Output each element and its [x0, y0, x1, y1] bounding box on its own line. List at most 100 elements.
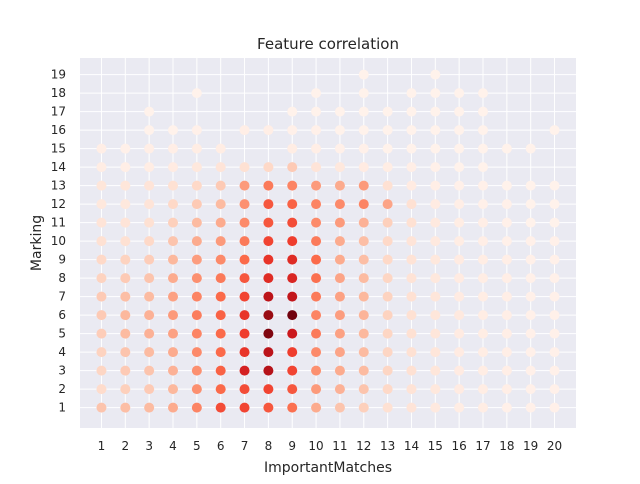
data-point-x19-y11 [525, 217, 536, 228]
x-tick-label: 1 [98, 439, 106, 453]
data-point-x16-y7 [454, 291, 465, 302]
y-tick-label: 19 [51, 68, 66, 82]
data-point-x1-y4 [96, 347, 107, 358]
data-point-x2-y15 [120, 143, 131, 154]
data-point-x17-y1 [478, 402, 488, 413]
data-point-x5-y5 [191, 328, 202, 339]
x-tick-label: 12 [356, 439, 371, 453]
data-point-x17-y2 [478, 384, 488, 395]
data-point-x17-y4 [478, 347, 488, 358]
data-point-x19-y15 [525, 143, 536, 154]
data-point-x10-y17 [311, 106, 322, 117]
data-point-x16-y18 [454, 88, 465, 99]
data-point-x5-y13 [191, 180, 202, 191]
data-point-x5-y2 [191, 384, 202, 395]
data-point-x2-y10 [120, 236, 131, 247]
data-point-x18-y9 [501, 254, 512, 265]
data-point-x9-y9 [287, 254, 298, 265]
data-point-x14-y18 [406, 88, 417, 99]
data-point-x12-y5 [358, 328, 369, 339]
data-point-x14-y6 [406, 310, 417, 321]
data-point-x3-y2 [144, 384, 155, 395]
data-point-x1-y8 [96, 273, 107, 284]
data-point-x14-y12 [406, 199, 417, 210]
data-point-x8-y8 [263, 273, 274, 284]
data-point-x14-y17 [406, 106, 417, 117]
data-point-x6-y10 [215, 236, 226, 247]
y-tick-label: 13 [51, 179, 66, 193]
data-point-x9-y8 [287, 273, 298, 284]
data-point-x1-y6 [96, 310, 107, 321]
data-point-x15-y5 [430, 328, 441, 339]
data-point-x14-y5 [406, 328, 417, 339]
data-point-x19-y10 [525, 236, 536, 247]
data-point-x9-y17 [287, 106, 298, 117]
data-point-x3-y5 [144, 328, 155, 339]
x-tick-label: 2 [121, 439, 129, 453]
data-point-x3-y1 [144, 402, 155, 413]
data-point-x12-y9 [358, 254, 369, 265]
data-point-x8-y4 [263, 347, 274, 358]
data-point-x10-y8 [311, 273, 322, 284]
data-point-x5-y9 [191, 254, 202, 265]
data-point-x6-y2 [215, 384, 226, 395]
data-point-x13-y1 [382, 402, 393, 413]
data-point-x19-y4 [525, 347, 536, 358]
y-tick-label: 8 [58, 271, 66, 285]
data-point-x18-y1 [501, 402, 512, 413]
data-point-x17-y14 [478, 162, 488, 173]
x-tick-label: 5 [193, 439, 201, 453]
data-point-x16-y3 [454, 365, 465, 376]
data-point-x16-y8 [454, 273, 465, 284]
y-tick-label: 9 [58, 253, 66, 267]
data-point-x4-y11 [168, 217, 178, 228]
data-point-x13-y10 [382, 236, 393, 247]
data-point-x9-y14 [287, 162, 298, 173]
data-point-x17-y11 [478, 217, 488, 228]
data-point-x4-y5 [168, 328, 178, 339]
data-point-x12-y3 [358, 365, 369, 376]
data-point-x14-y10 [406, 236, 417, 247]
data-point-x20-y2 [549, 384, 560, 395]
data-point-x5-y12 [191, 199, 202, 210]
data-point-x4-y13 [168, 180, 178, 191]
y-tick-label: 4 [58, 345, 66, 359]
data-point-x15-y1 [430, 402, 441, 413]
data-point-x1-y14 [96, 162, 107, 173]
data-point-x13-y6 [382, 310, 393, 321]
data-point-x4-y16 [168, 125, 178, 136]
data-point-x3-y9 [144, 254, 155, 265]
data-point-x6-y3 [215, 365, 226, 376]
data-point-x15-y16 [430, 125, 441, 136]
data-point-x16-y1 [454, 402, 465, 413]
data-point-x2-y2 [120, 384, 131, 395]
data-point-x1-y15 [96, 143, 107, 154]
data-point-x6-y13 [215, 180, 226, 191]
data-point-x1-y9 [96, 254, 107, 265]
y-tick-label: 15 [51, 142, 66, 156]
data-point-x7-y8 [239, 273, 250, 284]
data-point-x11-y17 [334, 106, 345, 117]
data-point-x4-y7 [168, 291, 178, 302]
data-point-x8-y16 [263, 125, 274, 136]
data-point-x17-y12 [478, 199, 488, 210]
data-point-x9-y4 [287, 347, 298, 358]
y-tick-label: 18 [51, 86, 66, 100]
data-point-x16-y6 [454, 310, 465, 321]
data-point-x16-y10 [454, 236, 465, 247]
data-point-x1-y10 [96, 236, 107, 247]
data-point-x17-y17 [478, 106, 488, 117]
y-axis-label: Marking [29, 215, 45, 271]
data-point-x5-y18 [191, 88, 202, 99]
data-point-x9-y5 [287, 328, 298, 339]
data-point-x6-y1 [215, 402, 226, 413]
data-point-x15-y9 [430, 254, 441, 265]
data-point-x17-y7 [478, 291, 488, 302]
data-point-x14-y11 [406, 217, 417, 228]
data-point-x8-y12 [263, 199, 274, 210]
data-point-x20-y7 [549, 291, 560, 302]
data-point-x6-y5 [215, 328, 226, 339]
data-point-x3-y7 [144, 291, 155, 302]
y-tick-label: 3 [58, 364, 66, 378]
data-point-x5-y16 [191, 125, 202, 136]
